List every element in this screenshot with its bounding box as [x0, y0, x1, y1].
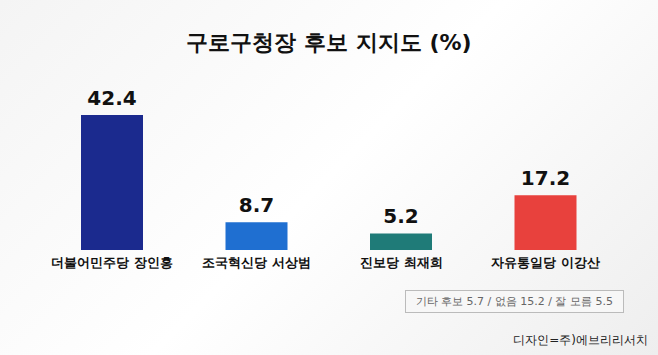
html-text:구로구청장 후보 지지도 (%): 구로구청장 후보 지지도 (%)	[186, 30, 472, 55]
svg-text:17.2: 17.2	[521, 166, 570, 190]
svg-text:자유통일당 이강산: 자유통일당 이강산	[491, 255, 600, 270]
svg-text:42.4: 42.4	[87, 86, 136, 110]
svg-text:조국혁신당 서상범: 조국혁신당 서상범	[202, 255, 311, 270]
html-text:디자인=주)에브리리서치: 디자인=주)에브리리서치	[513, 333, 648, 347]
svg-text:진보당 최재희: 진보당 최재희	[360, 255, 443, 270]
svg-text:더불어민주당 장인홍: 더불어민주당 장인홍	[51, 255, 173, 270]
html-text:기타 후보 5.7 / 없음 15.2 / 잘 모름 5.5: 기타 후보 5.7 / 없음 15.2 / 잘 모름 5.5	[415, 295, 613, 308]
svg-text:8.7: 8.7	[239, 193, 274, 217]
svg-text:5.2: 5.2	[383, 204, 418, 228]
